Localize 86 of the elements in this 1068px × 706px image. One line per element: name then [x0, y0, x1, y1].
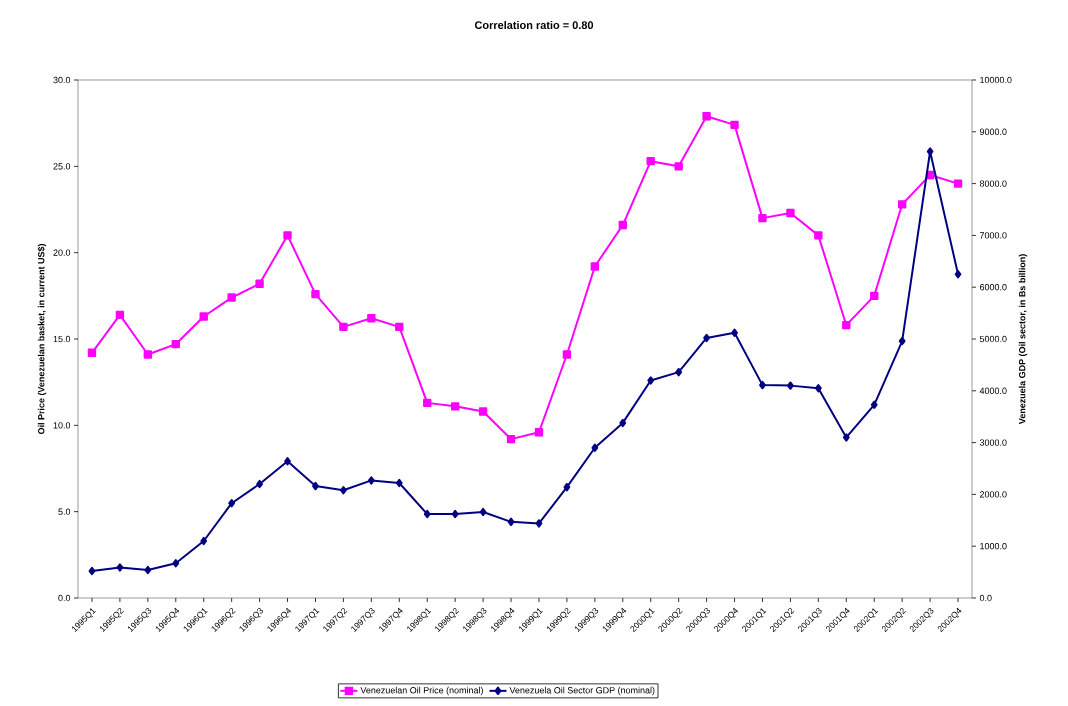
point	[88, 566, 96, 576]
point	[284, 457, 291, 466]
point	[339, 322, 348, 332]
point	[814, 231, 823, 240]
point	[227, 293, 236, 302]
point	[535, 519, 543, 528]
y-tick-label: 5.0	[58, 508, 71, 515]
point	[954, 270, 962, 279]
y2-tick-label: 10000.0	[980, 76, 1012, 84]
point	[200, 536, 208, 546]
point	[367, 476, 375, 485]
point	[591, 443, 599, 452]
point	[787, 381, 794, 390]
point	[619, 418, 627, 428]
point	[340, 486, 347, 495]
point	[563, 482, 571, 492]
point	[786, 208, 795, 218]
point	[199, 312, 208, 321]
y2-tick-label: 4000.0	[979, 387, 1007, 394]
point	[87, 348, 97, 357]
y2-tick-label: 1000.0	[980, 543, 1007, 550]
y2-tick-label: 2000.0	[979, 491, 1007, 498]
y2-tick-label: 5000.0	[979, 335, 1007, 343]
legend-label: Venezuela Oil Sector GDP (nominal)	[509, 686, 655, 696]
point	[311, 289, 320, 299]
point	[590, 262, 600, 271]
y-tick-label: 0.0	[58, 594, 71, 602]
point	[283, 231, 292, 240]
point	[675, 367, 683, 377]
point	[703, 333, 710, 343]
point	[562, 350, 572, 359]
y2-tick-label: 0.0	[979, 594, 992, 602]
point	[116, 563, 124, 572]
y-tick-label: 25.0	[53, 163, 71, 170]
point	[898, 336, 906, 346]
point	[897, 200, 907, 209]
point	[759, 380, 766, 390]
y-tick-label: 15.0	[53, 335, 71, 343]
point	[479, 507, 487, 517]
point	[255, 279, 264, 288]
y-tick-label: 10.0	[53, 422, 71, 429]
y2-axis-title: Venezuela GDP (Oil sector, in Bs billion)	[1018, 254, 1028, 425]
point	[953, 179, 963, 188]
point	[814, 384, 822, 393]
y-tick-label: 20.0	[53, 249, 71, 256]
point	[870, 291, 879, 301]
point	[534, 428, 544, 437]
point	[926, 147, 934, 156]
point	[674, 162, 683, 171]
point	[144, 565, 152, 575]
point	[758, 213, 767, 223]
y2-tick-label: 9000.0	[979, 128, 1007, 135]
y2-tick-label: 3000.0	[979, 439, 1007, 446]
y-axis-title: Oil Price (Venezuelan basket, in current US$)	[37, 244, 47, 435]
legend-label: Venezuelan Oil Price (nominal)	[360, 686, 483, 696]
y2-tick-label: 8000.0	[979, 180, 1007, 187]
point	[450, 402, 460, 411]
point	[842, 433, 850, 442]
point	[115, 310, 125, 320]
point	[395, 478, 403, 488]
point	[395, 322, 404, 332]
point	[172, 559, 180, 568]
point	[478, 407, 488, 416]
point	[507, 517, 515, 527]
point	[423, 509, 431, 519]
point	[143, 350, 153, 359]
point	[228, 499, 236, 508]
point	[702, 112, 711, 121]
point	[870, 400, 878, 409]
chart-title: Correlation ratio = 0.80	[474, 20, 594, 30]
point	[730, 120, 739, 130]
y2-tick-label: 7000.0	[979, 232, 1007, 239]
point	[367, 314, 376, 323]
point	[618, 220, 627, 230]
y-tick-label: 30.0	[53, 76, 71, 84]
point	[842, 321, 851, 330]
point	[451, 509, 459, 519]
point	[256, 479, 263, 489]
point	[423, 398, 432, 408]
y2-tick-label: 6000.0	[979, 284, 1007, 291]
point	[731, 328, 738, 337]
point	[171, 339, 180, 349]
point	[647, 376, 655, 385]
point	[506, 434, 516, 444]
point	[646, 156, 655, 166]
point	[312, 481, 319, 491]
